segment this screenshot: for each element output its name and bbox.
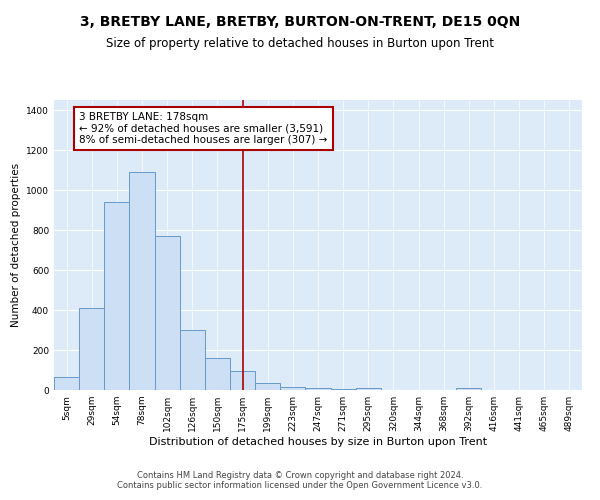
Bar <box>180 330 205 390</box>
Bar <box>155 236 180 390</box>
Bar <box>205 358 230 390</box>
Text: Contains HM Land Registry data © Crown copyright and database right 2024.
Contai: Contains HM Land Registry data © Crown c… <box>118 470 482 490</box>
Bar <box>456 388 481 390</box>
Bar <box>54 377 79 390</box>
Bar <box>230 371 255 390</box>
Text: 3, BRETBY LANE, BRETBY, BURTON-ON-TRENT, DE15 0QN: 3, BRETBY LANE, BRETBY, BURTON-ON-TRENT,… <box>80 15 520 29</box>
Bar <box>305 388 331 390</box>
Bar <box>255 382 280 390</box>
Text: 3 BRETBY LANE: 178sqm
← 92% of detached houses are smaller (3,591)
8% of semi-de: 3 BRETBY LANE: 178sqm ← 92% of detached … <box>79 112 328 145</box>
Text: Size of property relative to detached houses in Burton upon Trent: Size of property relative to detached ho… <box>106 38 494 51</box>
Bar <box>104 202 130 390</box>
Bar <box>130 172 155 390</box>
Bar <box>79 308 104 390</box>
Y-axis label: Number of detached properties: Number of detached properties <box>11 163 20 327</box>
X-axis label: Distribution of detached houses by size in Burton upon Trent: Distribution of detached houses by size … <box>149 437 487 447</box>
Bar <box>280 387 305 390</box>
Bar <box>356 388 381 390</box>
